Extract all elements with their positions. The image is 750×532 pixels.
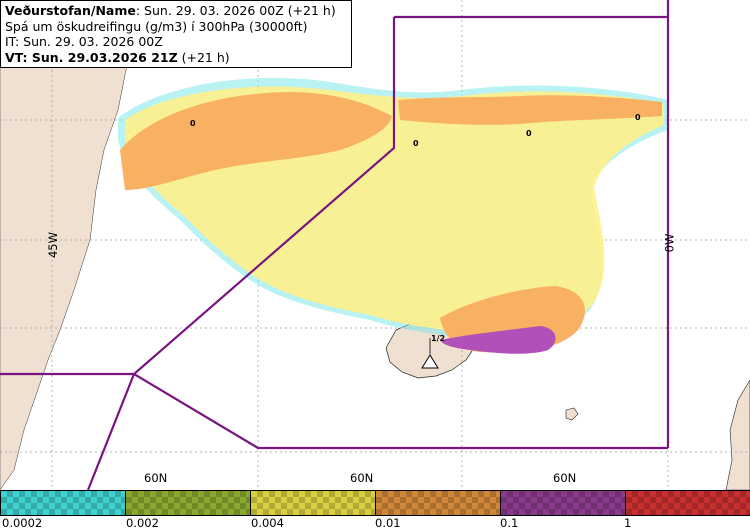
legend-swatch-1 xyxy=(125,490,251,516)
forecast-title-line: Veðurstofan/Name: Sun. 29. 03. 2026 00Z … xyxy=(5,3,347,19)
initial-time: IT: Sun. 29. 03. 2026 00Z xyxy=(5,34,163,49)
legend-swatch-5 xyxy=(625,490,750,516)
contour-label: 0 xyxy=(190,119,196,128)
lat-label-60n-1: 60N xyxy=(144,471,168,485)
norway-coast xyxy=(725,379,750,490)
lon-label-45w: 45W xyxy=(46,231,61,259)
volcano-marker xyxy=(421,338,439,369)
legend-label-2: 0.004 xyxy=(251,516,284,530)
product-description: Spá um öskudreifingu (g/m3) í 300hPa (30… xyxy=(5,18,308,34)
legend-swatch-2 xyxy=(250,490,376,516)
lat-label-60n-2: 60N xyxy=(350,471,374,485)
forecast-info-box: Veðurstofan/Name: Sun. 29. 03. 2026 00Z … xyxy=(0,0,352,68)
contour-label: 0 xyxy=(635,113,641,122)
legend-swatch-4 xyxy=(500,490,626,516)
faroe-islands xyxy=(565,407,579,421)
ash-high-layer xyxy=(440,326,556,354)
office-name: Veðurstofan/Name xyxy=(5,3,136,18)
legend-labels: 0.0002 0.002 0.004 0.01 0.1 1 xyxy=(0,516,750,532)
legend-label-0: 0.0002 xyxy=(2,516,43,530)
valid-time-offset: (+21 h) xyxy=(177,49,230,65)
legend-label-3: 0.01 xyxy=(375,516,401,530)
legend-swatch-0 xyxy=(0,490,126,516)
legend-label-5: 1 xyxy=(624,516,632,530)
valid-time: VT: Sun. 29.03.2026 21Z xyxy=(5,49,178,65)
valid-time-line: VT: Sun. 29.03.2026 21Z (+21 h) xyxy=(5,50,347,66)
airspace-boundary xyxy=(0,0,670,490)
volcano-label: 1/2 xyxy=(431,334,446,343)
lat-label-60n-3: 60N xyxy=(553,471,577,485)
contour-label: 0 xyxy=(526,129,532,138)
issue-time: : Sun. 29. 03. 2026 00Z (+21 h) xyxy=(135,3,336,18)
contour-label: 0 xyxy=(413,139,419,148)
legend-swatch-3 xyxy=(375,490,501,516)
legend-label-1: 0.002 xyxy=(126,516,159,530)
concentration-legend xyxy=(0,490,750,516)
lon-label-0w: 0W xyxy=(662,233,677,253)
legend-label-4: 0.1 xyxy=(500,516,519,530)
ash-dispersion-map xyxy=(0,0,750,490)
